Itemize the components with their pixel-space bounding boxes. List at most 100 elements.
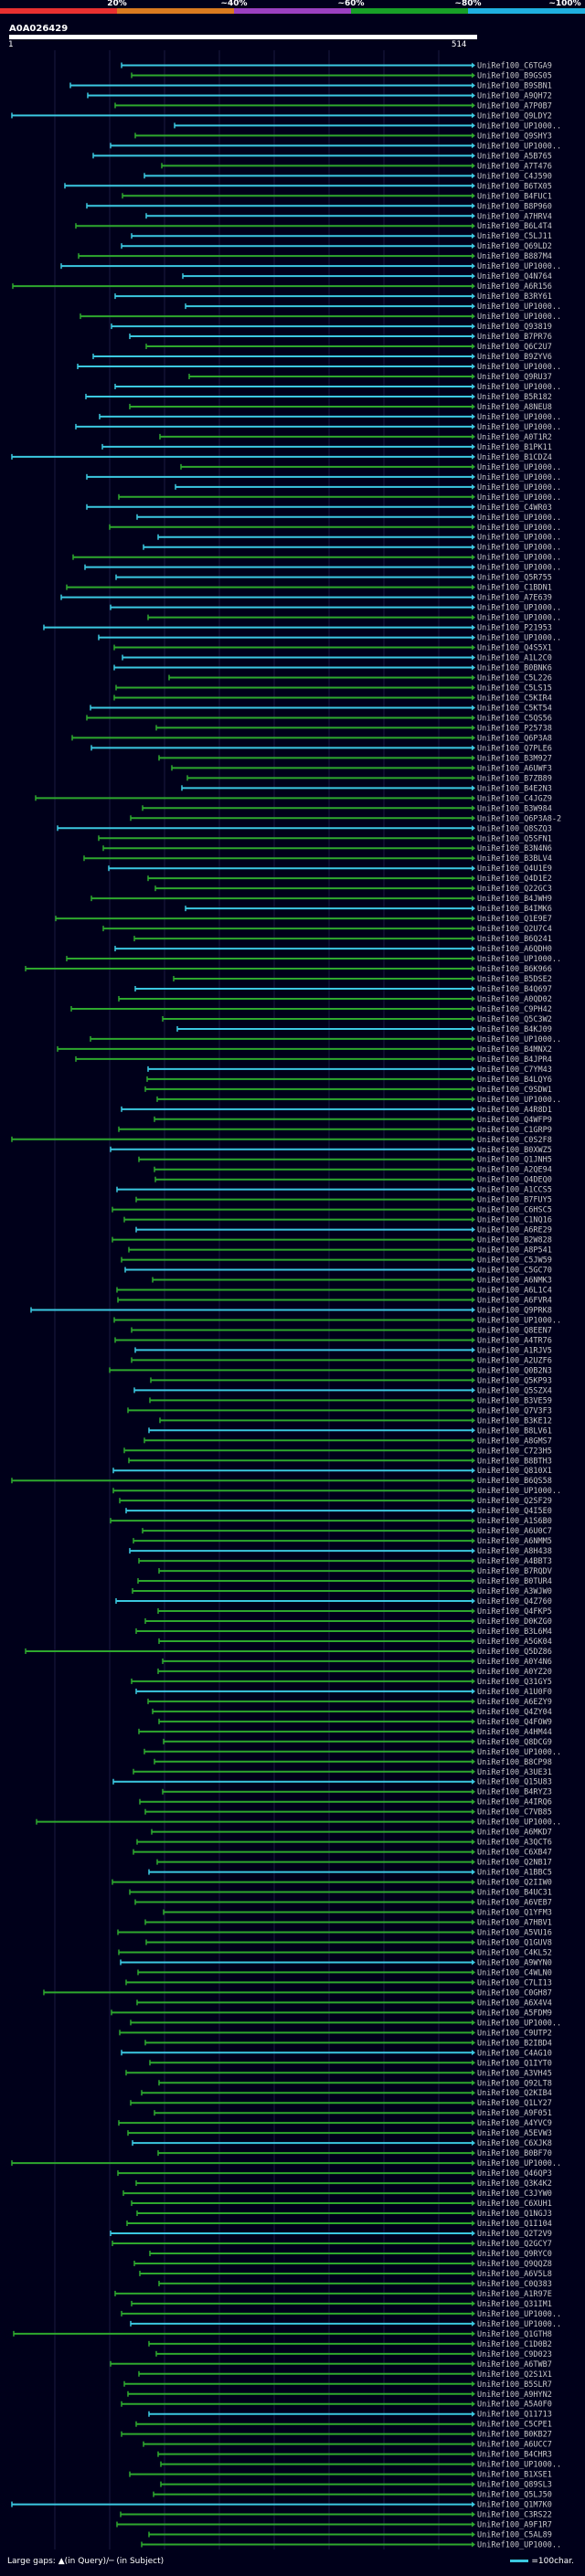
hit-label[interactable]: UniRef100_A4R8D1	[477, 1106, 552, 1115]
hit-label[interactable]: UniRef100_A4YVC9	[477, 2119, 552, 2128]
hit-label[interactable]: UniRef100_UP1000..	[477, 122, 561, 131]
hit-label[interactable]: UniRef100_UP1000..	[477, 614, 561, 623]
hit-label[interactable]: UniRef100_B1CDZ4	[477, 453, 552, 462]
hit-label[interactable]: UniRef100_Q5SZX4	[477, 1386, 552, 1395]
hit-label[interactable]: UniRef100_C5KT54	[477, 704, 552, 713]
hit-label[interactable]: UniRef100_Q2NB17	[477, 1859, 552, 1868]
hit-label[interactable]: UniRef100_A5B765	[477, 152, 552, 161]
hit-label[interactable]: UniRef100_C4AG10	[477, 2049, 552, 2058]
hit-label[interactable]: UniRef100_A6NMM5	[477, 1537, 552, 1546]
hit-label[interactable]: UniRef100_Q1GTH8	[477, 2330, 552, 2339]
hit-label[interactable]: UniRef100_B7FUY5	[477, 1196, 552, 1205]
hit-label[interactable]: UniRef100_Q31GY5	[477, 1678, 552, 1687]
hit-label[interactable]: UniRef100_A6L1C4	[477, 1287, 552, 1296]
hit-label[interactable]: UniRef100_UP1000..	[477, 524, 561, 533]
hit-label[interactable]: UniRef100_A5FDM9	[477, 2009, 552, 2018]
hit-label[interactable]: UniRef100_B9ZYV6	[477, 353, 552, 362]
hit-label[interactable]: UniRef100_C5LJ11	[477, 232, 552, 241]
hit-label[interactable]: UniRef100_UP1000..	[477, 313, 561, 322]
hit-label[interactable]: UniRef100_C6HSC5	[477, 1206, 552, 1215]
hit-label[interactable]: UniRef100_A1BBC5	[477, 1869, 552, 1878]
hit-label[interactable]: UniRef100_A2QE94	[477, 1166, 552, 1175]
hit-label[interactable]: UniRef100_Q4FKP5	[477, 1607, 552, 1617]
hit-label[interactable]: UniRef100_B5DSE2	[477, 975, 552, 984]
hit-label[interactable]: UniRef100_UP1000..	[477, 2461, 561, 2470]
hit-label[interactable]: UniRef100_A6FVR4	[477, 1297, 552, 1306]
hit-label[interactable]: UniRef100_B3RY61	[477, 292, 552, 302]
hit-label[interactable]: UniRef100_C4J590	[477, 172, 552, 181]
hit-label[interactable]: UniRef100_Q9PRK8	[477, 1306, 552, 1315]
hit-label[interactable]: UniRef100_B6K966	[477, 965, 552, 974]
hit-label[interactable]: UniRef100_Q11713	[477, 2411, 552, 2420]
hit-label[interactable]: UniRef100_A7P0B7	[477, 101, 552, 111]
hit-label[interactable]: UniRef100_Q93819	[477, 323, 552, 332]
hit-label[interactable]: UniRef100_Q8DCG9	[477, 1738, 552, 1747]
hit-label[interactable]: UniRef100_A0YZ20	[477, 1668, 552, 1677]
hit-label[interactable]: UniRef100_Q5C3W2	[477, 1015, 552, 1024]
hit-label[interactable]: UniRef100_B4JPR4	[477, 1055, 552, 1065]
hit-label[interactable]: UniRef100_C0S2F8	[477, 1136, 552, 1145]
hit-label[interactable]: UniRef100_B3N4N6	[477, 844, 552, 853]
hit-label[interactable]: UniRef100_UP1000..	[477, 2541, 561, 2550]
hit-label[interactable]: UniRef100_C5GC70	[477, 1267, 552, 1276]
hit-label[interactable]: UniRef100_A8NEU8	[477, 403, 552, 412]
hit-label[interactable]: UniRef100_Q7V3F3	[477, 1406, 552, 1415]
hit-label[interactable]: UniRef100_UP1000..	[477, 463, 561, 472]
hit-label[interactable]: UniRef100_B8CP98	[477, 1758, 552, 1767]
hit-label[interactable]: UniRef100_A6TWB7	[477, 2360, 552, 2369]
hit-label[interactable]: UniRef100_UP1000..	[477, 413, 561, 422]
hit-label[interactable]: UniRef100_A5VU16	[477, 1928, 552, 1937]
hit-label[interactable]: UniRef100_UP1000..	[477, 1096, 561, 1105]
hit-label[interactable]: UniRef100_A0Y4N6	[477, 1658, 552, 1667]
hit-label[interactable]: UniRef100_B6L4T4	[477, 222, 552, 231]
hit-label[interactable]: UniRef100_A9QH72	[477, 91, 552, 101]
hit-label[interactable]: UniRef100_UP1000..	[477, 483, 561, 493]
hit-label[interactable]: UniRef100_UP1000..	[477, 564, 561, 573]
hit-label[interactable]: UniRef100_A6RE29	[477, 1226, 552, 1235]
hit-label[interactable]: UniRef100_C9SDW1	[477, 1086, 552, 1095]
hit-label[interactable]: UniRef100_C7LI13	[477, 1978, 552, 1988]
hit-label[interactable]: UniRef100_Q9RU37	[477, 373, 552, 382]
hit-label[interactable]: UniRef100_Q4N764	[477, 272, 552, 281]
hit-label[interactable]: UniRef100_Q4ZY04	[477, 1708, 552, 1717]
hit-label[interactable]: UniRef100_A6R156	[477, 282, 552, 292]
hit-label[interactable]: UniRef100_B6QS58	[477, 1477, 552, 1486]
hit-label[interactable]: UniRef100_C3JYW0	[477, 2189, 552, 2199]
hit-label[interactable]: UniRef100_UP1000..	[477, 2310, 561, 2319]
hit-label[interactable]: UniRef100_B2IBD4	[477, 2039, 552, 2048]
hit-label[interactable]: UniRef100_Q22GC3	[477, 885, 552, 894]
hit-label[interactable]: UniRef100_UP1000..	[477, 302, 561, 312]
hit-label[interactable]: UniRef100_Q9SHY3	[477, 132, 552, 141]
hit-label[interactable]: UniRef100_B3M927	[477, 754, 552, 763]
hit-label[interactable]: UniRef100_UP1000..	[477, 262, 561, 271]
hit-label[interactable]: UniRef100_Q4U1E9	[477, 864, 552, 874]
hit-label[interactable]: UniRef100_Q1M7K0	[477, 2501, 552, 2510]
hit-label[interactable]: UniRef100_B4RYZ3	[477, 1788, 552, 1797]
hit-label[interactable]: UniRef100_B8BTH3	[477, 1457, 552, 1466]
hit-label[interactable]: UniRef100_B5SLR7	[477, 2380, 552, 2390]
hit-label[interactable]: UniRef100_C4KL52	[477, 1948, 552, 1957]
hit-label[interactable]: UniRef100_B4JWH9	[477, 895, 552, 904]
hit-label[interactable]: UniRef100_Q0B2N3	[477, 1366, 552, 1375]
hit-label[interactable]: UniRef100_B9SBN1	[477, 81, 552, 90]
hit-label[interactable]: UniRef100_UP1000..	[477, 473, 561, 482]
hit-label[interactable]: UniRef100_Q2T2V9	[477, 2230, 552, 2239]
hit-label[interactable]: UniRef100_A8P541	[477, 1246, 552, 1256]
hit-label[interactable]: UniRef100_UP1000..	[477, 554, 561, 563]
hit-label[interactable]: UniRef100_B4IMK6	[477, 905, 552, 914]
hit-label[interactable]: UniRef100_C723H5	[477, 1447, 552, 1456]
hit-label[interactable]: UniRef100_Q5DZ86	[477, 1648, 552, 1657]
hit-label[interactable]: UniRef100_C0GH87	[477, 1988, 552, 1998]
hit-label[interactable]: UniRef100_Q2KIB4	[477, 2089, 552, 2098]
hit-label[interactable]: UniRef100_A8H438	[477, 1547, 552, 1556]
hit-label[interactable]: UniRef100_Q8SZQ3	[477, 824, 552, 833]
hit-label[interactable]: UniRef100_C6XJK8	[477, 2139, 552, 2148]
hit-label[interactable]: UniRef100_UP1000..	[477, 1487, 561, 1496]
hit-label[interactable]: UniRef100_Q6P3A8	[477, 734, 552, 743]
hit-label[interactable]: UniRef100_A3UE31	[477, 1768, 552, 1777]
hit-label[interactable]: UniRef100_C5AL89	[477, 2531, 552, 2540]
hit-label[interactable]: UniRef100_A1R97E	[477, 2290, 552, 2299]
hit-label[interactable]: UniRef100_B3L6M4	[477, 1627, 552, 1637]
hit-label[interactable]: UniRef100_Q4Z760	[477, 1597, 552, 1606]
hit-label[interactable]: UniRef100_Q8EEN7	[477, 1326, 552, 1335]
